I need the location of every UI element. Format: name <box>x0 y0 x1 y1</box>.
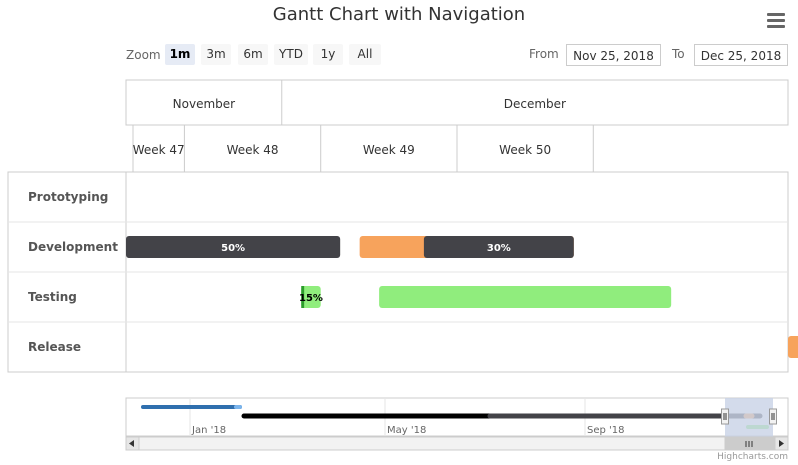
chart-title: Gantt Chart with Navigation <box>272 4 526 25</box>
zoom-3m-button[interactable]: 3m <box>201 44 231 65</box>
credits-link[interactable]: Highcharts.com <box>717 452 788 462</box>
task-completed-bar <box>301 286 305 308</box>
zoom-all-button[interactable]: All <box>349 44 381 65</box>
category-label: Development <box>28 240 118 254</box>
zoom-1m-button[interactable]: 1m <box>165 44 195 65</box>
hamburger-menu-icon[interactable] <box>767 13 785 28</box>
from-date-input[interactable]: Nov 25, 2018 <box>566 44 661 66</box>
category-label: Testing <box>28 290 77 304</box>
task-bar <box>788 336 798 358</box>
navigator-x-label: Jan '18 <box>191 425 226 436</box>
zoom-1y-button[interactable]: 1y <box>313 44 343 65</box>
navigator: Jan '18 May '18 Sep '18 <box>125 397 789 451</box>
week-label: Week 49 <box>363 143 415 157</box>
week-label: Week 50 <box>499 143 551 157</box>
to-label: To <box>672 47 685 61</box>
month-label: December <box>504 97 566 111</box>
navigator-x-label: May '18 <box>387 425 426 436</box>
week-label: Week 48 <box>227 143 279 157</box>
task-label: 15% <box>299 293 323 304</box>
category-label: Prototyping <box>28 190 108 204</box>
category-label: Release <box>28 340 81 354</box>
task-bar <box>379 286 672 308</box>
task-bars: 50% 30% 15% <box>126 236 798 358</box>
category-labels: Prototyping Development Testing Release <box>28 190 118 354</box>
to-date-input[interactable]: Dec 25, 2018 <box>694 44 788 66</box>
task-remaining-bar <box>423 236 574 258</box>
zoom-6m-button[interactable]: 6m <box>238 44 268 65</box>
task-label: 50% <box>221 243 245 254</box>
from-label: From <box>529 47 559 61</box>
chevron-right-icon <box>779 440 784 447</box>
task-label: 30% <box>487 243 511 254</box>
task-bar <box>126 236 341 258</box>
axis-labels: November December Week 47 Week 48 Week 49 Wee… <box>133 97 566 157</box>
month-label: November <box>173 97 235 111</box>
zoom-label: Zoom <box>126 48 161 62</box>
navigator-right-handle[interactable] <box>769 408 777 425</box>
scrollbar-thumb[interactable] <box>724 436 776 451</box>
navigator-left-handle[interactable] <box>721 408 729 425</box>
axis-grid <box>7 79 789 373</box>
zoom-ytd-button[interactable]: YTD <box>274 44 308 65</box>
navigator-x-label: Sep '18 <box>587 425 625 436</box>
task-bar <box>301 286 321 308</box>
navigator-scrollbar[interactable] <box>125 436 789 451</box>
week-label: Week 47 <box>133 143 185 157</box>
chevron-left-icon <box>129 440 134 447</box>
